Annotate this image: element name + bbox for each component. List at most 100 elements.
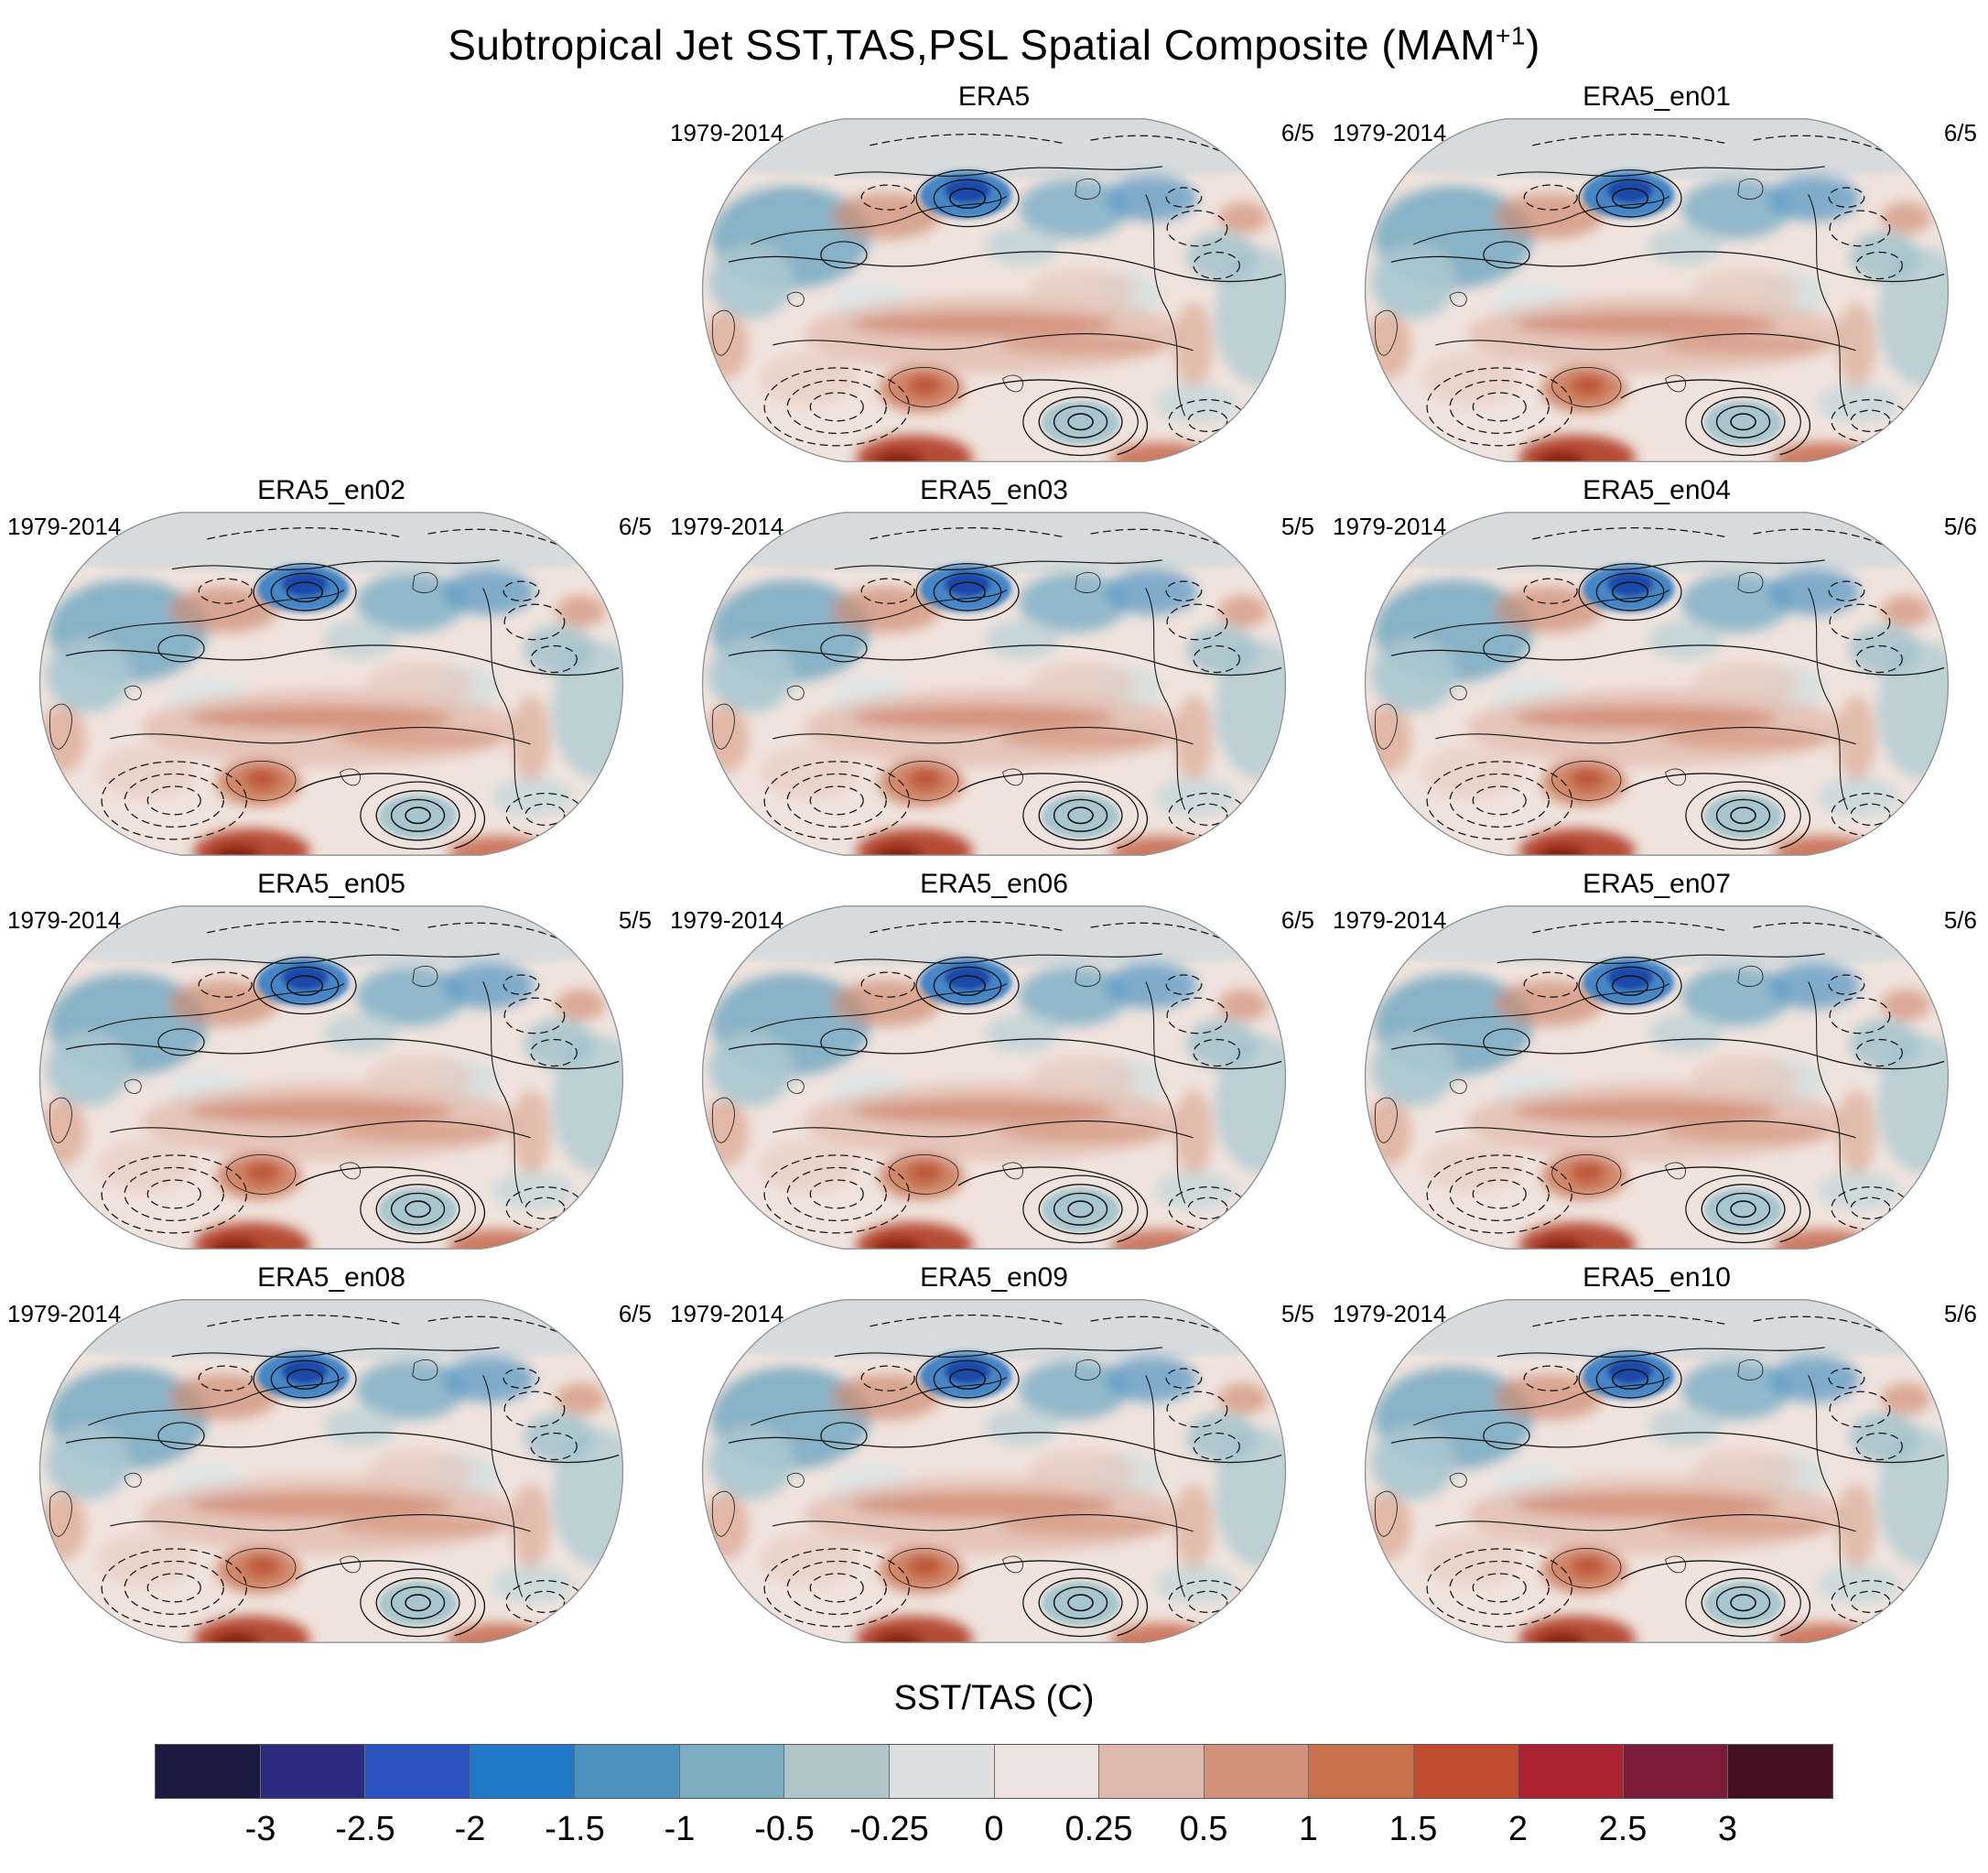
colorbar-cell — [260, 1745, 366, 1798]
colorbar-cell — [1518, 1745, 1624, 1798]
panel-era5-en05: ERA5_en05 1979-2014 5/5 — [0, 868, 663, 1261]
panel-era5-en04: ERA5_en04 1979-2014 5/6 — [1325, 474, 1988, 868]
colorbar-tick-label: -0.25 — [849, 1810, 929, 1848]
composite-count-label: 5/6 — [1943, 906, 1977, 934]
figure-title-main: Subtropical Jet SST,TAS,PSL Spatial Comp… — [448, 21, 1496, 69]
map-wrap: 1979-2014 5/5 — [663, 1294, 1325, 1655]
panel-era5-en03: ERA5_en03 1979-2014 5/5 — [663, 474, 1325, 868]
colorbar-cell — [679, 1745, 785, 1798]
composite-map — [1356, 114, 1957, 467]
map-wrap: 1979-2014 5/6 — [1325, 901, 1988, 1261]
composite-map — [1356, 507, 1957, 861]
map-wrap: 1979-2014 5/5 — [0, 901, 663, 1261]
figure-title: Subtropical Jet SST,TAS,PSL Spatial Comp… — [0, 0, 1988, 81]
colorbar-cell — [156, 1745, 261, 1798]
colorbar — [155, 1744, 1833, 1799]
colorbar-tick-label: -0.5 — [754, 1810, 815, 1848]
colorbar-ticks: -3 -2.5 -2 -1.5 -1 -0.5 -0.25 0 0.25 0.5… — [156, 1799, 1832, 1850]
map-wrap: 1979-2014 5/6 — [1325, 1294, 1988, 1655]
figure-title-superscript: +1 — [1496, 21, 1526, 50]
composite-map — [694, 1294, 1294, 1648]
composite-map — [31, 507, 632, 861]
composite-count-label: 6/5 — [618, 513, 652, 540]
panel-title: ERA5_en06 — [920, 869, 1068, 899]
composite-map — [31, 901, 632, 1254]
colorbar-tick-label: -3 — [244, 1810, 276, 1848]
period-label: 1979-2014 — [670, 513, 784, 540]
panel-title: ERA5_en04 — [1583, 475, 1731, 505]
period-label: 1979-2014 — [1333, 119, 1447, 146]
colorbar-tick-label: 0 — [984, 1810, 1004, 1848]
map-wrap: 1979-2014 6/5 — [0, 1294, 663, 1655]
colorbar-cell — [365, 1745, 470, 1798]
period-label: 1979-2014 — [1333, 906, 1447, 934]
period-label: 1979-2014 — [670, 906, 784, 934]
colorbar-cell — [1728, 1745, 1832, 1798]
composite-map — [694, 901, 1294, 1254]
colorbar-tick-label: -2 — [454, 1810, 486, 1848]
panel-empty-spacer — [0, 81, 663, 474]
period-label: 1979-2014 — [670, 119, 784, 146]
panel-era5-en06: ERA5_en06 1979-2014 6/5 — [663, 868, 1325, 1261]
colorbar-cell — [470, 1745, 576, 1798]
colorbar-cell — [575, 1745, 680, 1798]
composite-count-label: 5/6 — [1943, 513, 1977, 540]
map-wrap: 1979-2014 5/6 — [1325, 507, 1988, 868]
colorbar-cell — [1413, 1745, 1519, 1798]
map-wrap: 1979-2014 6/5 — [663, 114, 1325, 474]
map-wrap: 1979-2014 6/5 — [0, 507, 663, 868]
colorbar-cell — [1204, 1745, 1310, 1798]
colorbar-cell — [889, 1745, 995, 1798]
colorbar-tick-label: 2.5 — [1598, 1810, 1648, 1848]
panel-title: ERA5_en08 — [257, 1262, 405, 1293]
panel-era5-en07: ERA5_en07 1979-2014 5/6 — [1325, 868, 1988, 1261]
map-wrap: 1979-2014 5/5 — [663, 507, 1325, 868]
panel-title: ERA5_en02 — [257, 475, 405, 505]
colorbar-label: SST/TAS (C) — [893, 1679, 1095, 1717]
panel-title: ERA5_en03 — [920, 475, 1068, 505]
composite-map — [1356, 1294, 1957, 1648]
map-wrap: 1979-2014 6/5 — [663, 901, 1325, 1261]
map-wrap: 1979-2014 6/5 — [1325, 114, 1988, 474]
colorbar-tick-label: 2 — [1507, 1810, 1529, 1848]
colorbar-cell — [994, 1745, 1100, 1798]
composite-map — [694, 507, 1294, 861]
composite-map — [1356, 901, 1957, 1254]
panel-era5: ERA5 1979-2014 6/5 — [663, 81, 1325, 474]
panel-title: ERA5_en05 — [257, 869, 405, 899]
composite-count-label: 6/5 — [618, 1300, 652, 1327]
colorbar-tick-label: 0.5 — [1179, 1810, 1228, 1848]
colorbar-cell — [1309, 1745, 1414, 1798]
panel-era5-en01: ERA5_en01 1979-2014 6/5 — [1325, 81, 1988, 474]
colorbar-tick-label: 1 — [1298, 1810, 1319, 1848]
colorbar-cell — [784, 1745, 890, 1798]
panel-era5-en08: ERA5_en08 1979-2014 6/5 — [0, 1261, 663, 1655]
colorbar-tick-label: 1.5 — [1388, 1810, 1438, 1848]
composite-count-label: 5/5 — [1280, 1300, 1314, 1327]
panel-title: ERA5_en01 — [1583, 81, 1731, 112]
composite-count-label: 6/5 — [1280, 906, 1314, 934]
panel-era5-en10: ERA5_en10 1979-2014 5/6 — [1325, 1261, 1988, 1655]
colorbar-tick-label: -2.5 — [335, 1810, 395, 1848]
panel-era5-en02: ERA5_en02 1979-2014 6/5 — [0, 474, 663, 868]
colorbar-tick-label: 0.25 — [1064, 1810, 1133, 1848]
colorbar-cell — [1623, 1745, 1729, 1798]
panel-title: ERA5_en09 — [920, 1262, 1068, 1293]
panel-title: ERA5_en07 — [1583, 869, 1731, 899]
colorbar-tick-label: 3 — [1717, 1810, 1738, 1848]
composite-map — [694, 114, 1294, 467]
panel-title: ERA5_en10 — [1583, 1262, 1731, 1293]
period-label: 1979-2014 — [7, 513, 122, 540]
composite-count-label: 5/5 — [618, 906, 652, 934]
period-label: 1979-2014 — [670, 1300, 784, 1327]
panels-grid: ERA5 1979-2014 6/5 ERA5_en01 1979-2014 6… — [0, 81, 1988, 1655]
colorbar-cell — [1099, 1745, 1205, 1798]
composite-count-label: 6/5 — [1280, 119, 1314, 146]
colorbar-section: SST/TAS (C) -3 -2.5 -2 -1.5 -1 -0.5 -0.2… — [0, 1679, 1988, 1850]
colorbar-tick-label: -1 — [664, 1810, 696, 1848]
panel-era5-en09: ERA5_en09 1979-2014 5/5 — [663, 1261, 1325, 1655]
period-label: 1979-2014 — [1333, 513, 1447, 540]
composite-count-label: 6/5 — [1943, 119, 1977, 146]
panel-title: ERA5 — [957, 81, 1031, 112]
composite-count-label: 5/6 — [1943, 1300, 1977, 1327]
